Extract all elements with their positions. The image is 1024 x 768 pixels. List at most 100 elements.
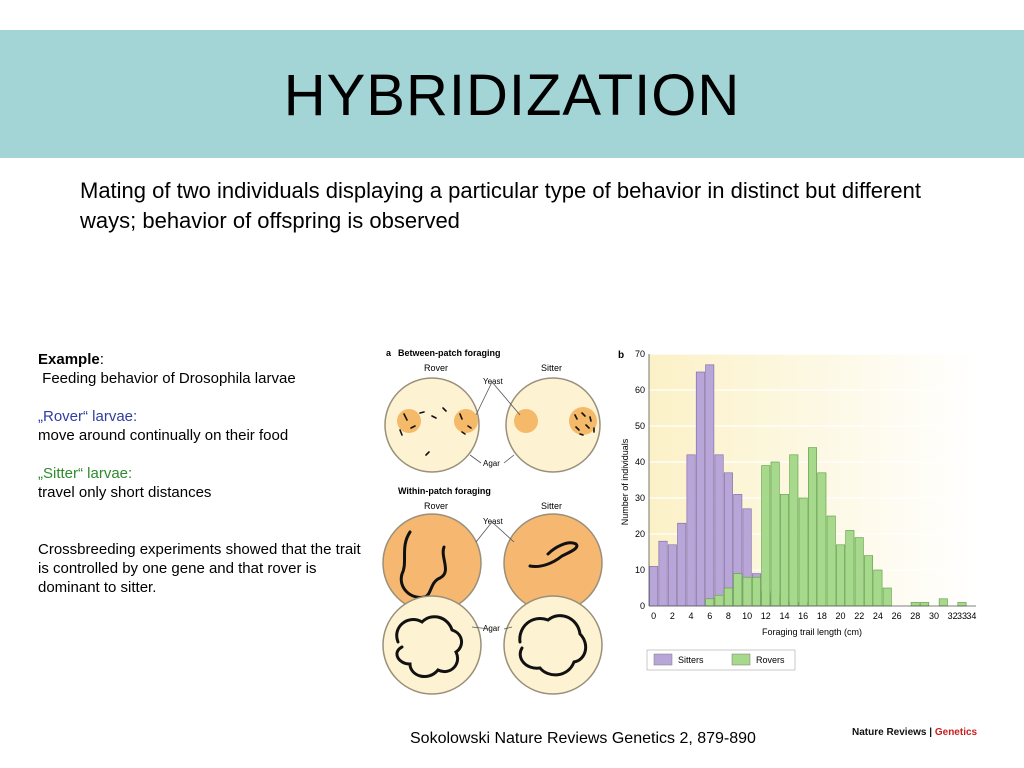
bar-sitters [714,454,724,607]
x-tick-label: 33 [957,611,967,621]
x-tick-label: 22 [854,611,864,621]
yeast-pointer-3 [475,521,493,543]
bar-rovers [845,530,855,607]
rover-trail-agar [395,615,463,679]
bar-rovers [789,454,799,607]
rover-dish-label-2: Rover [424,501,448,511]
bar-rovers [882,587,892,607]
rover-dish-label: Rover [424,363,448,373]
rover-dish-agar [382,595,482,695]
bar-sitters [658,540,668,607]
x-tick-label: 4 [689,611,694,621]
legend-box [646,649,796,671]
x-tick-label: 18 [817,611,827,621]
larvae-marks [399,407,595,456]
x-tick-label: 28 [910,611,920,621]
bar-sitters [705,364,715,607]
journal-logo: Nature Reviews | Genetics [852,727,977,738]
bar-sitters [686,454,696,607]
journal-section: Genetics [934,727,978,738]
y-tick-label: 20 [635,529,645,539]
foraging-diagram: a Between-patch foraging Rover Sitter Ye… [382,348,603,695]
y-tick-label: 50 [635,421,645,431]
x-tick-label: 0 [651,611,656,621]
y-tick-label: 40 [635,457,645,467]
rover-heading: „Rover“ larvae: [38,408,138,425]
bar-sitters [695,371,705,607]
bar-rovers [873,569,883,607]
example-label: Example [38,351,100,368]
bar-sitters [649,566,659,607]
bar-rovers [910,602,920,607]
sitter-dish-label: Sitter [541,363,562,373]
yeast-patch-sitter-right [569,407,597,435]
yeast-pointer [475,381,493,416]
example-text-block: Example: Feeding behavior of Drosophila … [38,350,368,597]
x-tick-label: 12 [761,611,771,621]
legend-label-rovers: Rovers [756,655,785,665]
x-tick-label: 30 [929,611,939,621]
agar-pointer [469,454,482,464]
bar-rovers [751,576,761,607]
x-tick-label: 14 [779,611,789,621]
bar-rovers [957,602,967,607]
within-patch-title: Within-patch foraging [398,486,491,496]
y-tick-label: 10 [635,565,645,575]
x-axis-label: Foraging trail length (cm) [762,627,862,637]
bar-rovers [770,461,780,607]
legend-swatch-sitters [653,653,673,666]
journal-brand: Nature Reviews [852,727,927,738]
yeast-label: Yeast [483,377,504,386]
sitter-trail-within [528,541,579,568]
rover-dish-between [384,377,480,473]
bar-sitters [677,522,687,607]
rover-description: move around continually on their food [38,427,289,444]
bar-rovers [826,515,836,607]
yeast-label-2: Yeast [483,517,504,526]
yeast-pointer-4 [491,521,515,543]
bar-rovers [920,602,930,607]
x-tick-label: 24 [873,611,883,621]
sitter-dish-label-2: Sitter [541,501,562,511]
y-tick-label: 0 [640,601,645,611]
agar-pointer-2 [503,454,515,464]
y-tick-label: 70 [635,349,645,359]
x-tick-label: 20 [836,611,846,621]
sitter-description: travel only short distances [38,484,212,501]
sitter-dish-between [505,377,601,473]
journal-separator: | [929,727,933,738]
x-tick-label: 32 [948,611,958,621]
bar-rovers [714,594,724,607]
panel-b-label: b [618,350,624,361]
legend-label-sitters: Sitters [678,655,704,665]
y-tick-label: 60 [635,385,645,395]
bar-rovers [854,537,864,607]
x-tick-label: 6 [707,611,712,621]
y-axis-label: Number of individuals [620,438,630,525]
legend-swatch-rovers [731,653,751,666]
example-colon: : [99,351,104,368]
x-tick-label: 2 [670,611,675,621]
example-description: Feeding behavior of Drosophila larvae [42,370,296,387]
yeast-patch-left [397,409,421,433]
bar-rovers [817,472,827,607]
bar-rovers [864,555,874,607]
agar-pointer-3 [471,626,491,630]
bar-rovers [733,573,743,607]
x-tick-label: 16 [798,611,808,621]
y-tick-label: 30 [635,493,645,503]
bar-rovers [808,447,817,607]
bar-rovers [723,587,733,607]
bar-rovers [780,494,789,607]
bar-rovers [705,598,715,607]
bar-sitters [723,472,733,607]
x-tick-label: 34 [966,611,976,621]
agar-pointer-4 [503,626,513,630]
bar-rovers [798,497,808,607]
agar-label-2: Agar [483,624,500,633]
sitter-trail-agar [518,614,588,677]
bar-rovers [938,598,948,607]
chart-legend: Sitters Rovers [646,649,796,671]
bar-rovers [761,465,771,607]
